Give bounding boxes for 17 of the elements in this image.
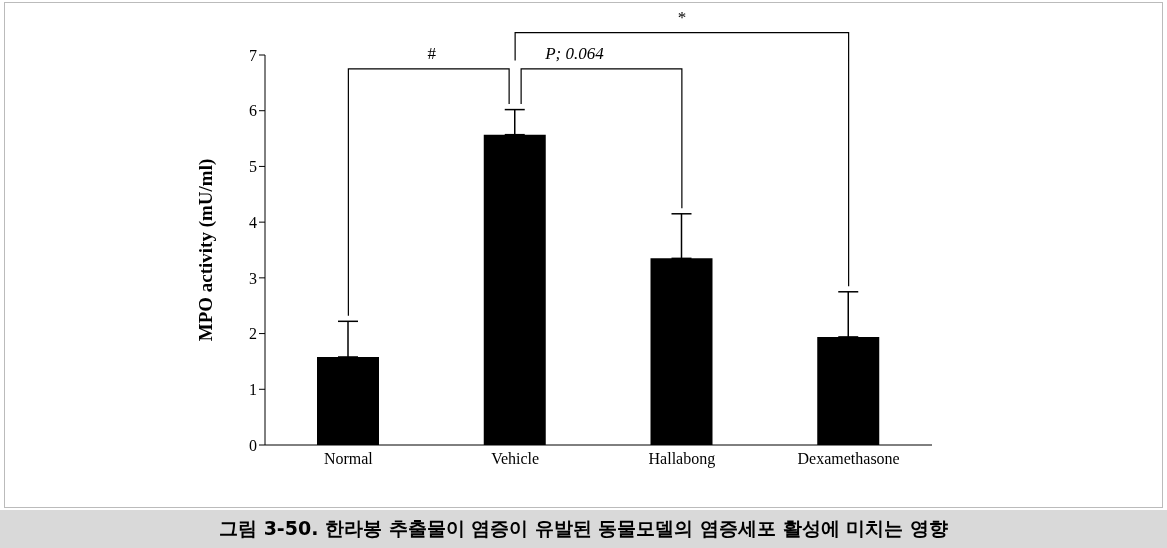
x-tick-label: Hallabong — [648, 450, 716, 469]
y-tick-label: 3 — [249, 269, 257, 287]
annotation: # — [427, 43, 437, 63]
y-tick-label: 1 — [249, 380, 257, 398]
y-tick-label: 0 — [249, 436, 257, 454]
y-tick-label: 2 — [249, 325, 257, 343]
y-tick-label: 5 — [249, 158, 257, 176]
y-tick-label: 6 — [249, 102, 257, 120]
y-tick-label: 7 — [249, 46, 257, 64]
annotation: P; 0.064 — [544, 43, 605, 63]
text: 그림 3-50. 한라봉 추출물이 염증이 유발된 동물모델의 염증세포 활성에 미치는 영향 — [0, 510, 1167, 548]
x-tick-label: Dexamethasone — [797, 450, 900, 468]
x-tick-label: Normal — [323, 450, 374, 468]
y-axis-title: MPO activity (mU/ml) — [194, 158, 217, 342]
y-tick-label: 4 — [249, 213, 257, 231]
text: * — [677, 7, 687, 27]
x-tick-label: Vehicle — [491, 450, 540, 468]
